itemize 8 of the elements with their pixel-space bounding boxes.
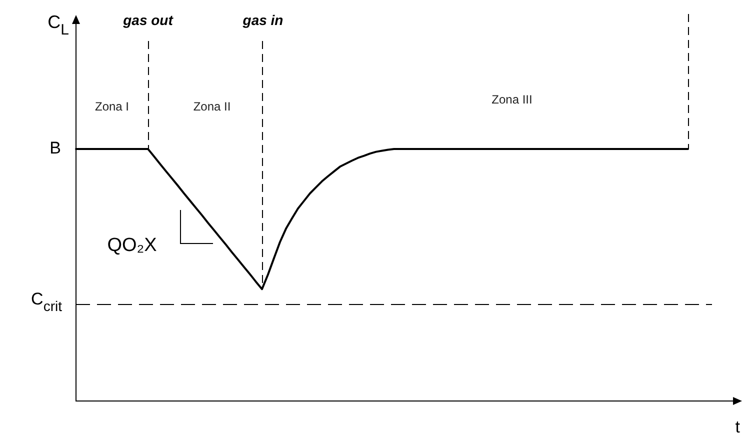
text: B [50, 138, 62, 158]
x-axis-title: t [735, 418, 740, 437]
text: Zona II [193, 99, 231, 114]
text: Zona I [94, 99, 130, 114]
text: gas out [122, 12, 174, 28]
text: Zona III [492, 92, 532, 106]
annotation: QO₂X [107, 235, 158, 256]
text: gas in [242, 12, 284, 28]
